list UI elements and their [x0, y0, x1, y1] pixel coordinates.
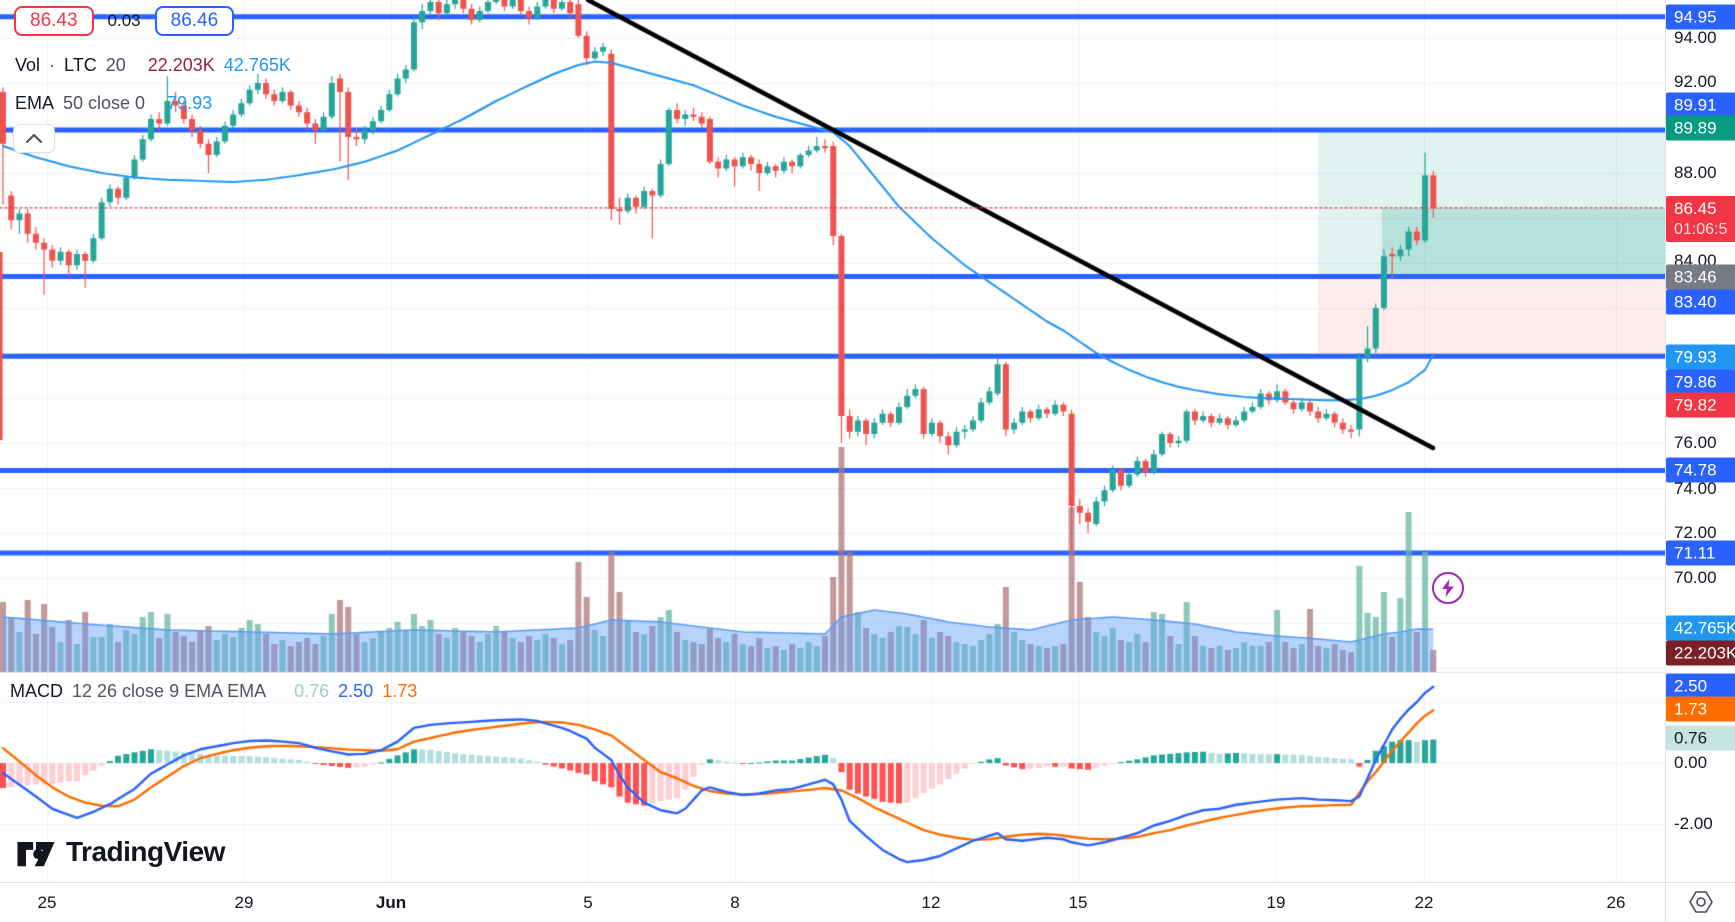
- macd-signal-value: 1.73: [382, 681, 418, 701]
- price-axis-label: 0.00: [1674, 753, 1708, 772]
- price-axis-label: 94.00: [1674, 28, 1717, 47]
- price-axis-badge: 79.93: [1666, 344, 1735, 370]
- price-axis-badge: 71.11: [1666, 540, 1735, 566]
- price-axis-badge: 42.765K: [1666, 615, 1735, 641]
- ema-value: 79.93: [167, 93, 213, 113]
- price-axis-label: 92.00: [1674, 72, 1717, 91]
- price-axis-badge: 83.46: [1666, 264, 1735, 290]
- price-axis-badge: 79.86: [1666, 369, 1735, 395]
- tradingview-logo[interactable]: TradingView: [16, 833, 225, 871]
- tradingview-logo-icon: [17, 842, 55, 867]
- volume-legend[interactable]: Vol · LTC 20 22.203K 42.765K: [15, 55, 291, 76]
- price-axis-label: 88.00: [1674, 163, 1717, 182]
- sell-price-button[interactable]: 86.43: [14, 6, 94, 36]
- bid-ask-row: 86.43 0.03 86.46: [14, 6, 235, 36]
- price-axis-badge: 83.40: [1666, 289, 1735, 315]
- time-axis-label: 5: [583, 893, 593, 912]
- quick-trade-lightning-button[interactable]: [1432, 572, 1464, 604]
- price-axis-label: 74.00: [1674, 479, 1717, 498]
- volume-current-value: 22.203K: [147, 55, 215, 75]
- spread-label: 0.03: [107, 11, 141, 30]
- ema-legend[interactable]: EMA 50 close 0 79.93: [15, 93, 212, 114]
- macd-legend-params: 12 26 close 9 EMA EMA: [72, 681, 267, 701]
- time-axis-label: Jun: [375, 893, 407, 912]
- ema-legend-params: 50 close 0: [63, 93, 146, 113]
- time-axis-label: 26: [1606, 893, 1626, 912]
- time-axis-label: 8: [730, 893, 740, 912]
- chevron-up-icon: [26, 134, 42, 143]
- price-axis-label: 72.00: [1674, 523, 1717, 542]
- tradingview-logo-text: TradingView: [66, 836, 225, 867]
- price-axis[interactable]: 94.00 92.00 88.00 84.00 76.00 74.00 72.00 70.00…: [1665, 0, 1735, 882]
- volume-legend-title: Vol: [15, 55, 41, 75]
- time-axis-label: 22: [1414, 893, 1434, 912]
- countdown-label: 01:06:5: [1674, 221, 1728, 238]
- collapse-legend-button[interactable]: [13, 124, 55, 153]
- price-axis-badge: 1.73: [1666, 696, 1735, 722]
- macd-legend[interactable]: MACD 12 26 close 9 EMA EMA 0.76 2.50 1.7…: [10, 681, 417, 702]
- time-axis-label: 15: [1068, 893, 1088, 912]
- axis-settings-icon[interactable]: [1688, 890, 1714, 914]
- price-axis-badge: 2.50: [1666, 673, 1735, 699]
- time-axis-label: 19: [1266, 893, 1286, 912]
- macd-hist-value: 0.76: [294, 681, 330, 701]
- macd-legend-title: MACD: [10, 681, 63, 701]
- price-axis-label: 70.00: [1674, 568, 1717, 587]
- price-axis-label: 76.00: [1674, 433, 1717, 452]
- price-axis-badge: 89.89: [1666, 115, 1735, 141]
- time-axis-label: 29: [234, 893, 254, 912]
- volume-ma-value: 42.765K: [223, 55, 291, 75]
- price-axis-badge: 89.91: [1666, 92, 1735, 118]
- price-axis-badge: 79.82: [1666, 392, 1735, 418]
- price-axis-badge: 0.76: [1666, 725, 1735, 751]
- axis-corner-divider: [1665, 882, 1666, 922]
- volume-legend-symbol: LTC: [64, 55, 97, 75]
- price-axis-badge: 74.78: [1666, 457, 1735, 483]
- time-axis[interactable]: 25 29 Jun 5 8 12 15 19 22 26: [0, 882, 1735, 922]
- macd-line-value: 2.50: [338, 681, 374, 701]
- price-axis-badge: 22.203K: [1666, 640, 1735, 666]
- volume-legend-separator: ·: [49, 55, 56, 75]
- ema-legend-title: EMA: [15, 93, 55, 113]
- price-axis-badge: 86.45 01:06:5: [1666, 196, 1735, 242]
- lightning-icon: [1442, 579, 1454, 597]
- price-axis-badge: 94.95: [1666, 4, 1735, 30]
- buy-price-button[interactable]: 86.46: [154, 6, 235, 36]
- price-axis-label: -2.00: [1674, 814, 1713, 833]
- time-axis-label: 12: [921, 893, 941, 912]
- volume-legend-length: 20: [105, 55, 126, 75]
- time-axis-label: 25: [37, 893, 57, 912]
